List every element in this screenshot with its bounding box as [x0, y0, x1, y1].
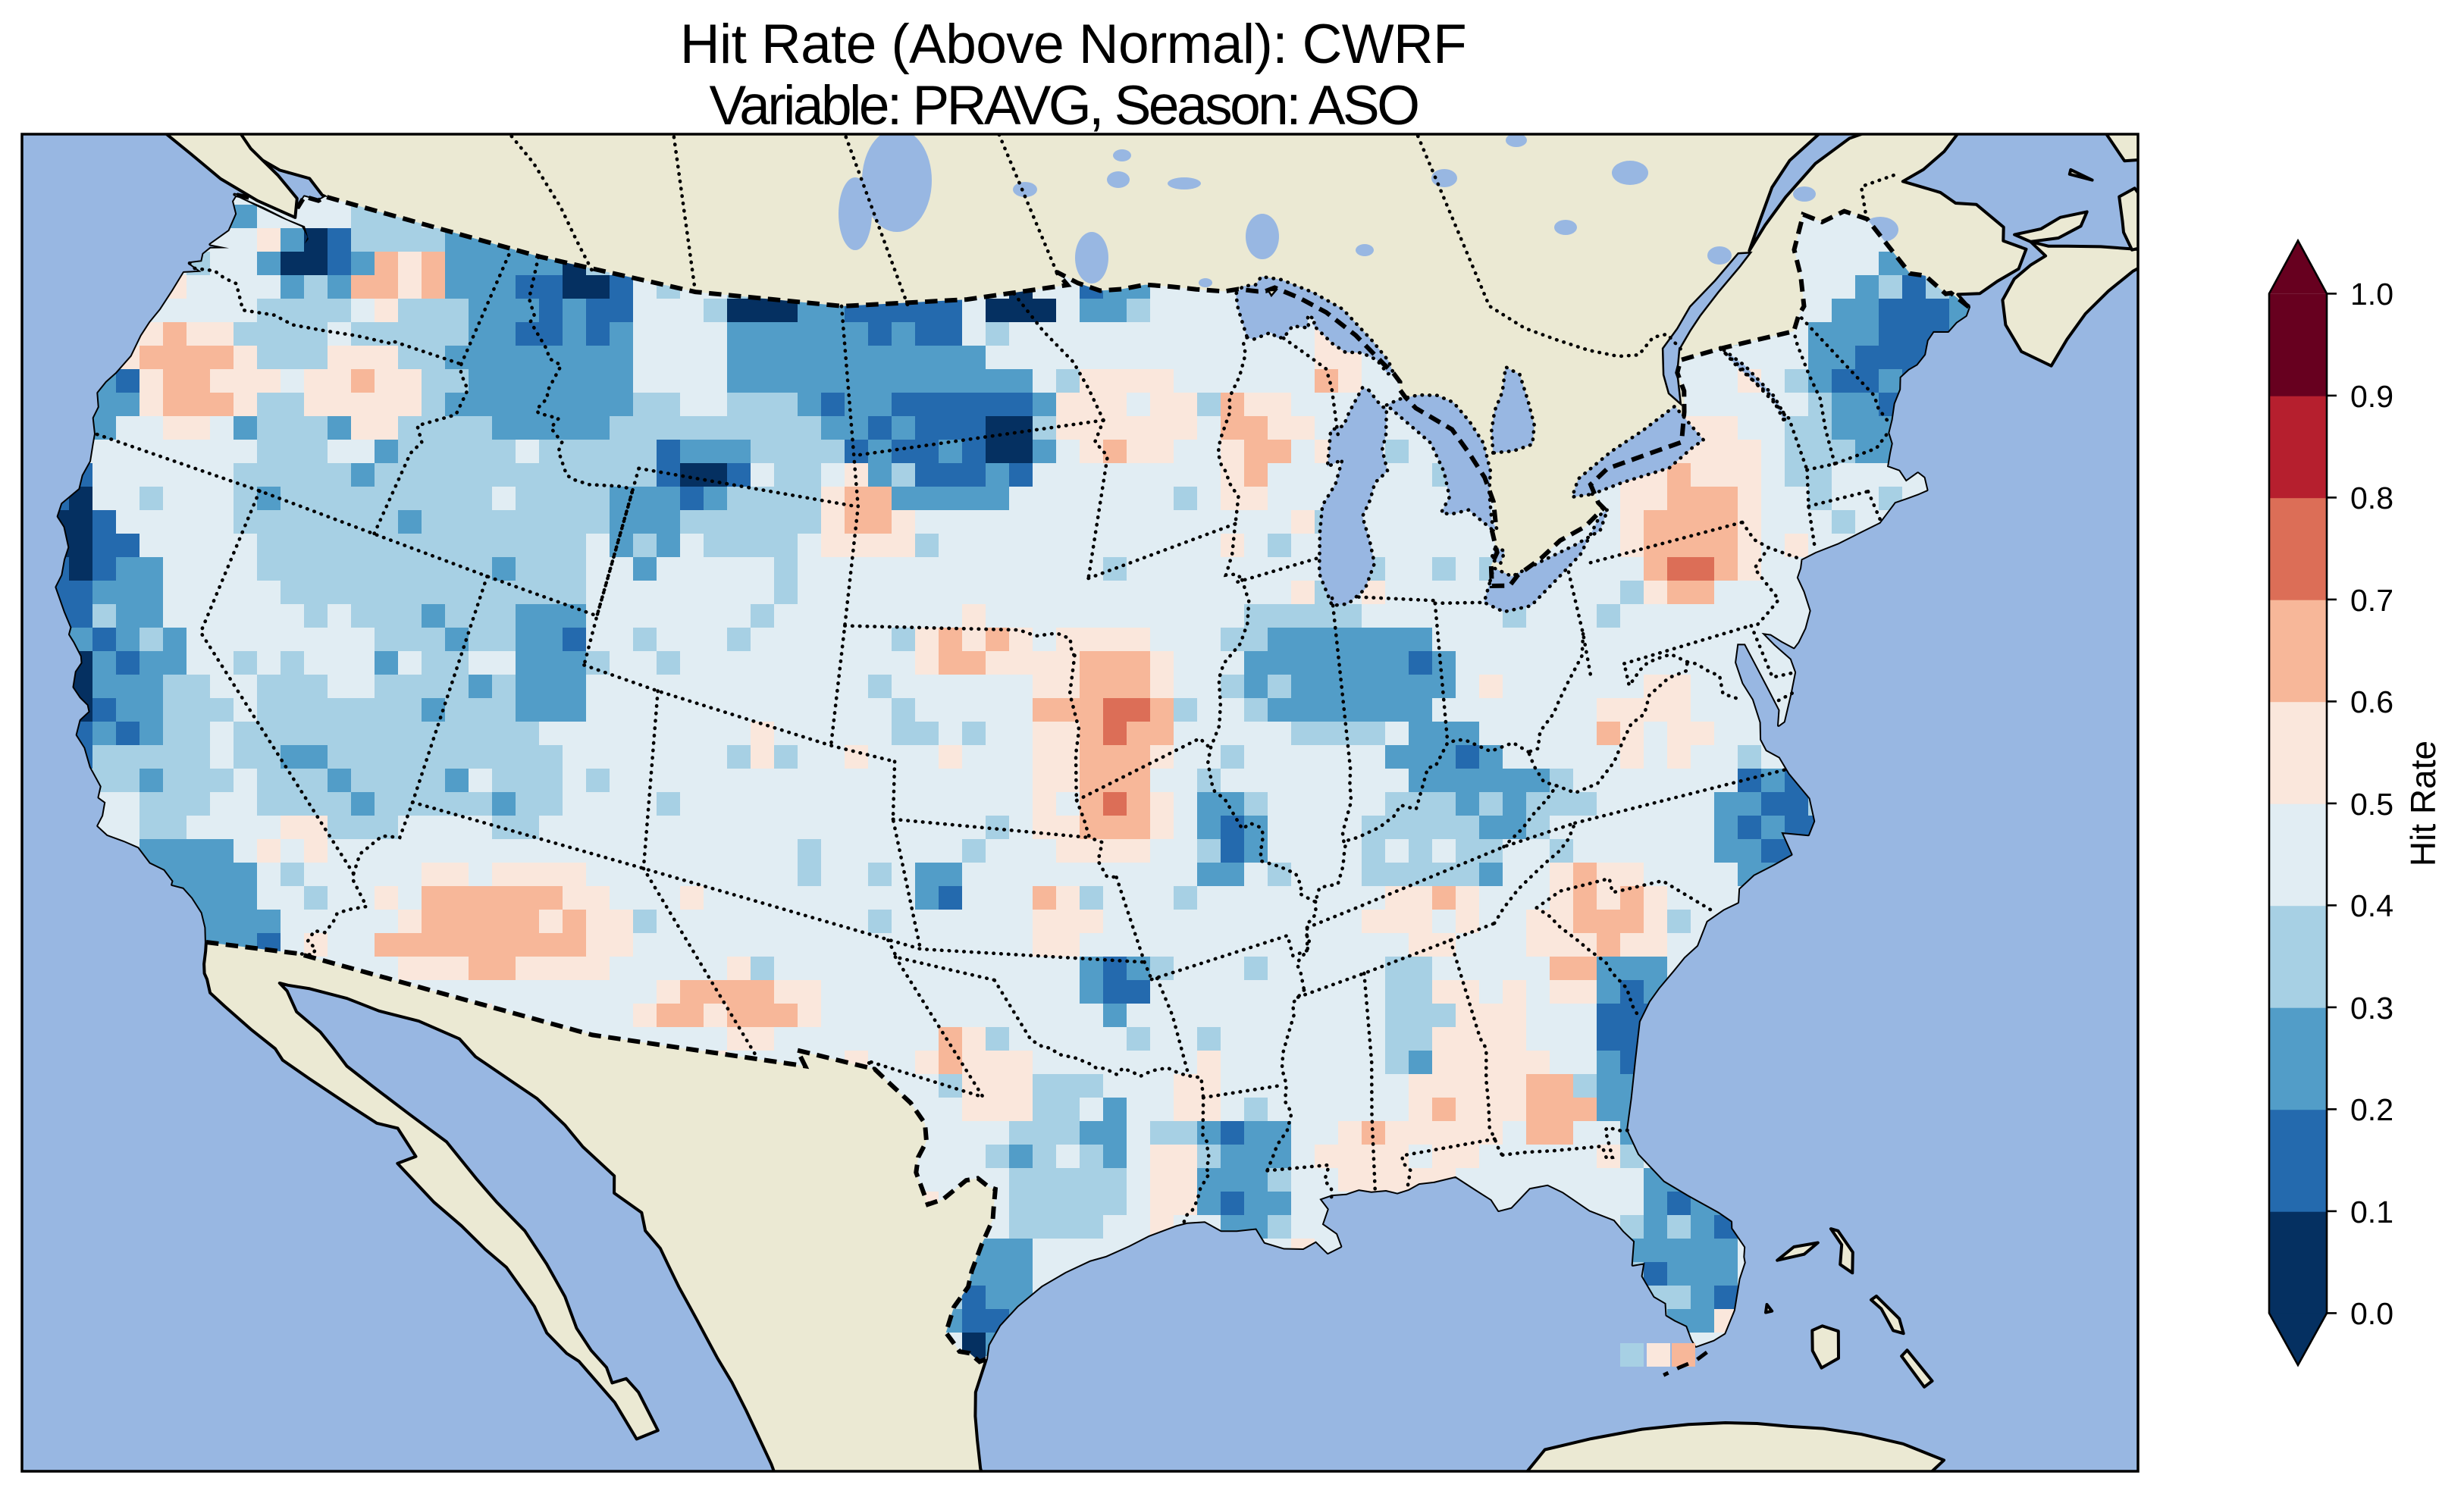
svg-text:Hit Rate: Hit Rate: [2403, 741, 2443, 866]
